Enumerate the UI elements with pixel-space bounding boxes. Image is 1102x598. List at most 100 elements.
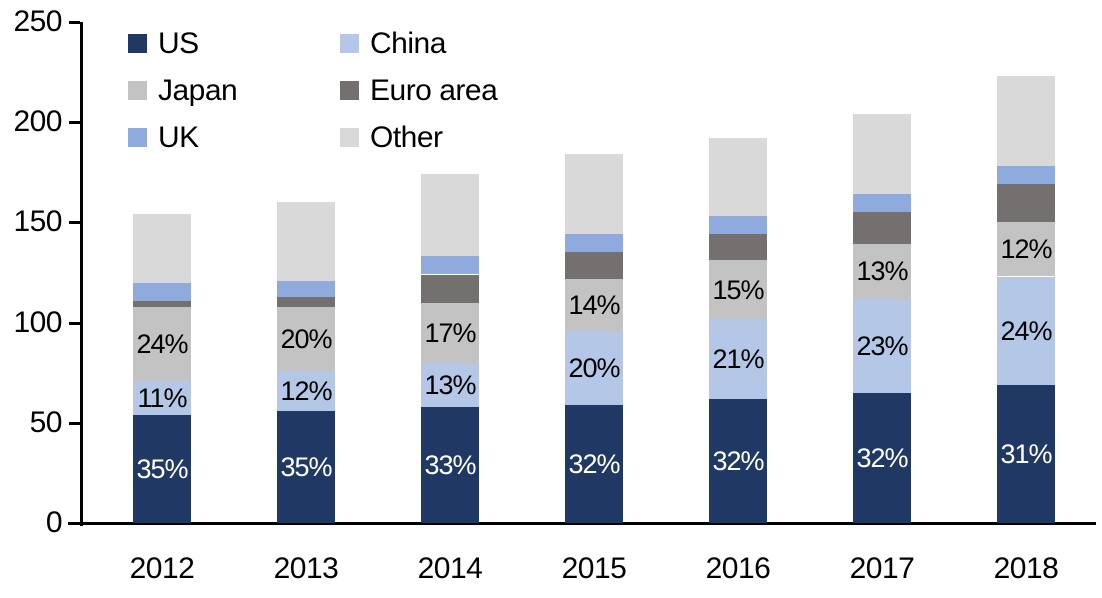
bar-segment-us-2013	[277, 410, 335, 523]
bar-segment-other-2012	[133, 214, 191, 283]
y-tick-label: 50	[29, 405, 63, 439]
segment-percent-label: 31%	[1000, 438, 1052, 469]
legend-label: US	[158, 26, 199, 60]
segment-percent-label: 35%	[280, 451, 332, 482]
segment-percent-label: 32%	[856, 442, 908, 473]
bar-segment-euro-area-2017	[853, 212, 911, 245]
y-axis-tick	[69, 321, 80, 325]
bar-segment-euro-area-2018	[997, 184, 1055, 223]
y-tick-label: 100	[13, 305, 62, 339]
bar-segment-china-2016	[709, 318, 767, 399]
bar-segment-euro-area-2012	[133, 300, 191, 307]
bar-segment-japan-2015	[565, 278, 623, 331]
bar-segment-uk-2012	[133, 282, 191, 301]
y-axis-tick	[69, 221, 80, 225]
bar-segment-china-2015	[565, 330, 623, 405]
y-axis-tick	[69, 121, 80, 125]
bar-segment-japan-2012	[133, 306, 191, 381]
legend-item-uk: UK	[128, 114, 340, 161]
bar-segment-china-2014	[421, 362, 479, 407]
x-axis-label-2012: 2012	[129, 552, 195, 585]
segment-percent-label: 32%	[568, 448, 620, 479]
bar-segment-uk-2017	[853, 194, 911, 213]
segment-percent-label: 12%	[280, 375, 332, 406]
segment-percent-label: 35%	[136, 453, 188, 484]
segment-percent-label: 13%	[424, 369, 476, 400]
bar-segment-uk-2013	[277, 280, 335, 297]
bar-segment-japan-2013	[277, 306, 335, 371]
bar-segment-other-2017	[853, 114, 911, 195]
legend-swatch-euro-area	[340, 81, 359, 100]
bar-segment-uk-2015	[565, 234, 623, 253]
bar-segment-euro-area-2015	[565, 252, 623, 279]
segment-percent-label: 13%	[856, 256, 908, 287]
y-axis-tick	[69, 421, 80, 425]
chart-legend: US China Japan Euro area UK Other	[128, 20, 600, 161]
bar-segment-euro-area-2014	[421, 274, 479, 303]
segment-percent-label: 12%	[1000, 234, 1052, 265]
bar-segment-other-2013	[277, 202, 335, 281]
bar-segment-other-2018	[997, 76, 1055, 167]
bar-segment-other-2015	[565, 154, 623, 235]
bar-segment-us-2016	[709, 398, 767, 523]
legend-item-china: China	[340, 20, 600, 67]
x-axis-label-2017: 2017	[849, 552, 915, 585]
bar-segment-uk-2014	[421, 256, 479, 275]
legend-label: Japan	[158, 73, 238, 107]
y-axis-line	[80, 22, 83, 526]
bar-segment-us-2014	[421, 406, 479, 523]
bar-segment-us-2015	[565, 404, 623, 523]
segment-percent-label: 24%	[1000, 315, 1052, 346]
bar-segment-other-2016	[709, 138, 767, 217]
bar-segment-china-2013	[277, 370, 335, 411]
bar-segment-other-2014	[421, 174, 479, 257]
bar-segment-us-2017	[853, 392, 911, 523]
segment-percent-label: 21%	[712, 343, 764, 374]
y-tick-label: 200	[13, 105, 62, 139]
bar-segment-euro-area-2013	[277, 296, 335, 307]
legend-item-japan: Japan	[128, 67, 340, 114]
legend-label: UK	[158, 120, 199, 154]
segment-percent-label: 23%	[856, 330, 908, 361]
bar-segment-china-2017	[853, 298, 911, 393]
x-axis-label-2013: 2013	[273, 552, 339, 585]
segment-percent-label: 17%	[424, 317, 476, 348]
bar-segment-china-2018	[997, 276, 1055, 385]
segment-percent-label: 20%	[568, 352, 620, 383]
legend-label: Other	[370, 120, 443, 154]
segment-percent-label: 33%	[424, 449, 476, 480]
y-axis-tick	[69, 21, 80, 24]
legend-item-euro-area: Euro area	[340, 67, 600, 114]
x-axis-label-2018: 2018	[993, 552, 1059, 585]
segment-percent-label: 24%	[136, 328, 188, 359]
legend-item-us: US	[128, 20, 340, 67]
x-axis-label-2014: 2014	[417, 552, 483, 585]
bar-segment-japan-2017	[853, 244, 911, 299]
x-axis-line	[68, 522, 1096, 525]
bar-segment-china-2012	[133, 380, 191, 415]
bar-segment-japan-2014	[421, 302, 479, 363]
bar-segment-us-2018	[997, 384, 1055, 523]
legend-swatch-us	[128, 34, 147, 53]
legend-swatch-japan	[128, 81, 147, 100]
y-tick-label: 0	[45, 506, 63, 539]
segment-percent-label: 32%	[712, 445, 764, 476]
legend-label: China	[370, 26, 446, 60]
segment-percent-label: 20%	[280, 323, 332, 354]
y-tick-label: 250	[13, 5, 62, 38]
bar-segment-japan-2016	[709, 260, 767, 319]
segment-percent-label: 15%	[712, 274, 764, 305]
x-axis-label-2016: 2016	[705, 552, 771, 585]
bar-segment-us-2012	[133, 414, 191, 523]
legend-label: Euro area	[370, 73, 498, 107]
legend-swatch-china	[340, 34, 359, 53]
bar-segment-japan-2018	[997, 222, 1055, 277]
bar-segment-uk-2018	[997, 166, 1055, 185]
y-tick-label: 150	[13, 205, 62, 239]
legend-swatch-uk	[128, 128, 147, 147]
bar-segment-euro-area-2016	[709, 234, 767, 261]
x-axis-label-2015: 2015	[561, 552, 627, 585]
bar-segment-uk-2016	[709, 216, 767, 235]
legend-swatch-other	[340, 128, 359, 147]
